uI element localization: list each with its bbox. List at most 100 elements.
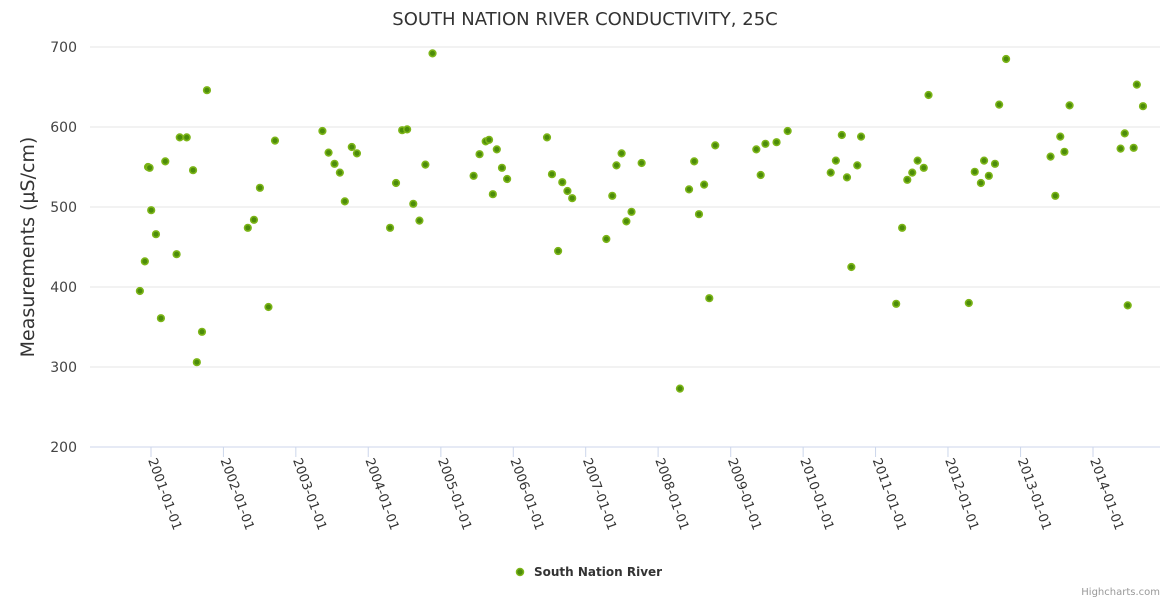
data-point[interactable] [772, 138, 781, 147]
data-point[interactable] [147, 206, 156, 215]
data-point[interactable] [602, 234, 611, 244]
data-point[interactable] [847, 262, 856, 272]
data-point[interactable] [1060, 147, 1069, 156]
data-point[interactable] [637, 158, 646, 168]
data-point[interactable] [1051, 191, 1060, 200]
data-point[interactable] [488, 190, 497, 199]
data-point[interactable] [421, 160, 430, 169]
data-point[interactable] [705, 294, 714, 303]
data-point[interactable] [976, 178, 986, 188]
data-point[interactable] [964, 298, 973, 308]
data-point[interactable] [752, 145, 761, 154]
data-point[interactable] [1138, 102, 1148, 111]
data-point[interactable] [318, 126, 327, 136]
data-point[interactable] [684, 185, 694, 194]
data-point[interactable] [542, 133, 552, 142]
data-point[interactable] [391, 178, 401, 188]
data-point[interactable] [492, 145, 501, 154]
data-point[interactable] [135, 286, 144, 296]
data-point[interactable] [385, 223, 395, 232]
data-point[interactable] [913, 156, 922, 165]
data-point[interactable] [264, 302, 273, 312]
data-point[interactable] [352, 149, 362, 158]
data-point[interactable] [484, 135, 494, 144]
data-point[interactable] [756, 170, 765, 180]
data-point[interactable] [469, 171, 478, 180]
data-point[interactable] [990, 159, 1000, 168]
data-point[interactable] [1132, 80, 1141, 89]
data-point[interactable] [694, 210, 704, 219]
data-point[interactable] [622, 217, 631, 226]
data-point[interactable] [984, 171, 993, 180]
data-point[interactable] [995, 100, 1004, 109]
data-point[interactable] [1129, 143, 1138, 152]
data-point[interactable] [675, 384, 685, 393]
data-point[interactable] [856, 132, 866, 141]
data-point[interactable] [202, 86, 212, 95]
data-point[interactable] [188, 166, 198, 175]
data-point[interactable] [151, 230, 161, 239]
series-south-nation-river[interactable] [135, 49, 1148, 393]
data-point[interactable] [558, 178, 567, 187]
data-point[interactable] [547, 170, 557, 179]
data-point[interactable] [335, 168, 344, 177]
data-point[interactable] [612, 161, 621, 170]
data-point[interactable] [690, 157, 699, 166]
data-point[interactable] [497, 163, 507, 172]
data-point[interactable] [903, 175, 912, 184]
data-point[interactable] [172, 250, 181, 259]
data-point[interactable] [347, 142, 356, 152]
data-point[interactable] [563, 186, 572, 196]
data-point[interactable] [197, 327, 207, 336]
data-point[interactable] [330, 159, 339, 168]
data-point[interactable] [979, 156, 989, 165]
data-point[interactable] [1123, 301, 1132, 310]
data-point[interactable] [700, 180, 709, 189]
data-point[interactable] [403, 125, 412, 134]
data-point[interactable] [892, 299, 901, 308]
data-point[interactable] [161, 157, 170, 166]
data-point[interactable] [409, 199, 418, 208]
data-point[interactable] [568, 194, 577, 203]
data-point[interactable] [1046, 152, 1055, 161]
data-point[interactable] [324, 148, 333, 157]
data-point[interactable] [1002, 54, 1011, 64]
data-point[interactable] [415, 216, 424, 225]
data-point[interactable] [140, 257, 149, 266]
legend[interactable]: South Nation River [515, 565, 663, 579]
data-point[interactable] [192, 358, 201, 367]
data-point[interactable] [340, 197, 349, 206]
data-point[interactable] [1056, 132, 1065, 141]
data-point[interactable] [908, 168, 917, 177]
credits-link[interactable]: Highcharts.com [1081, 587, 1160, 598]
data-point[interactable] [919, 163, 928, 172]
data-point[interactable] [853, 161, 862, 170]
data-point[interactable] [924, 90, 933, 100]
data-point[interactable] [627, 207, 636, 216]
data-point[interactable] [1116, 144, 1125, 153]
data-point[interactable] [428, 49, 437, 58]
data-point[interactable] [711, 141, 720, 150]
data-point[interactable] [837, 130, 846, 140]
data-point[interactable] [503, 174, 512, 184]
data-point[interactable] [783, 126, 792, 136]
data-point[interactable] [145, 163, 154, 172]
data-point[interactable] [1120, 129, 1129, 138]
data-point[interactable] [243, 223, 252, 232]
data-point[interactable] [554, 246, 563, 256]
data-point[interactable] [1065, 101, 1074, 110]
data-point[interactable] [182, 133, 191, 142]
data-point[interactable] [270, 136, 280, 145]
data-point[interactable] [898, 223, 907, 232]
data-point[interactable] [842, 173, 852, 182]
legend-item-south-nation-river[interactable]: South Nation River [534, 565, 662, 579]
data-point[interactable] [831, 156, 840, 165]
data-point[interactable] [475, 150, 484, 159]
data-point[interactable] [970, 167, 979, 176]
data-point[interactable] [608, 191, 617, 200]
data-point[interactable] [255, 183, 265, 192]
data-point[interactable] [249, 215, 259, 224]
data-point[interactable] [617, 149, 626, 158]
data-point[interactable] [761, 139, 770, 148]
data-point[interactable] [826, 168, 835, 177]
